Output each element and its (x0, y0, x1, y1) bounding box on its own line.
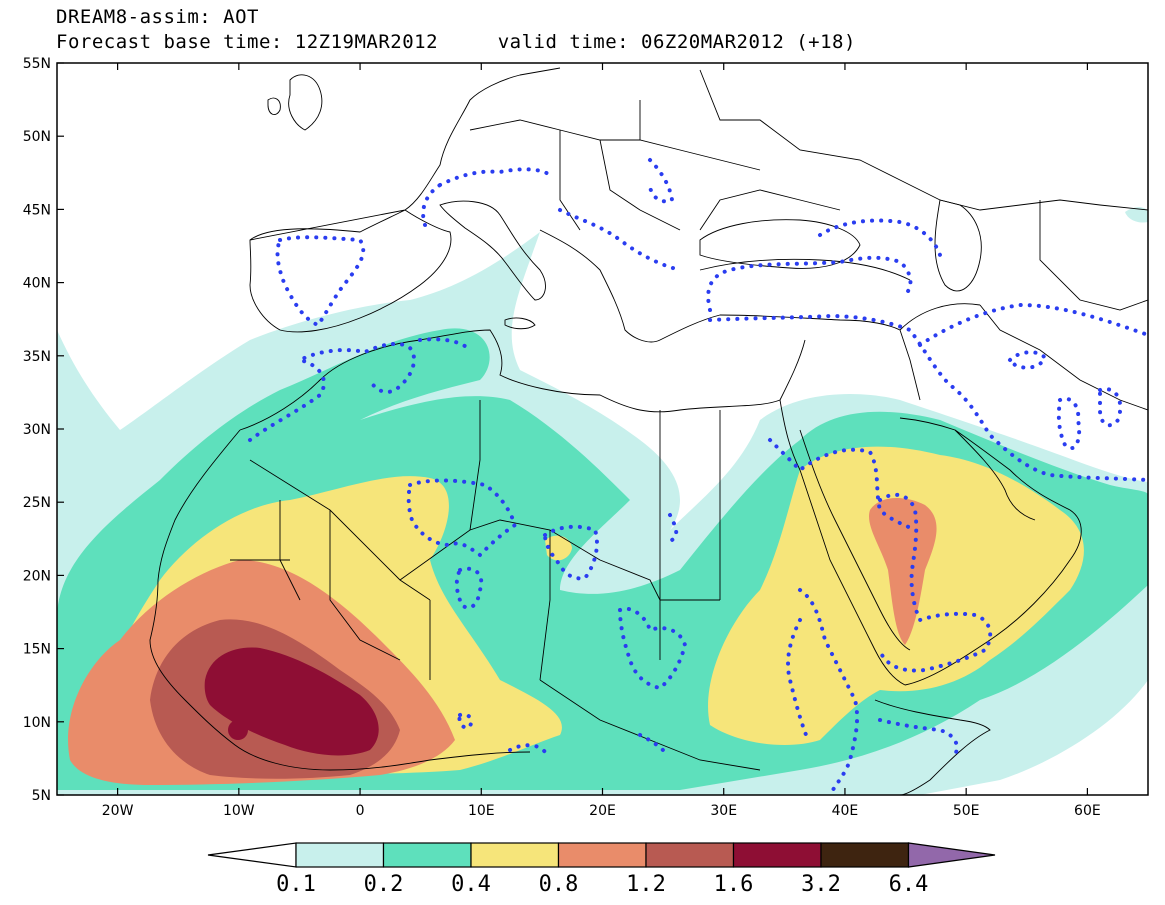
lon-label: 40E (832, 803, 859, 819)
colorbar-swatch (734, 843, 822, 867)
lon-label: 50E (953, 803, 980, 819)
lat-label: 55N (23, 56, 51, 72)
lon-label: 60E (1074, 803, 1101, 819)
lon-label: 30E (710, 803, 737, 819)
lon-label: 10E (468, 803, 495, 819)
colorbar-swatch (559, 843, 647, 867)
lat-label: 35N (23, 349, 51, 365)
colorbar-swatch (296, 843, 384, 867)
colorbar-level-label: 1.2 (626, 872, 666, 897)
aot-band-1.6-spot (228, 720, 248, 740)
colorbar-swatch (646, 843, 734, 867)
colorbar-upper-arrow (909, 843, 996, 867)
lon-label: 20E (589, 803, 616, 819)
colorbar-level-label: 0.2 (364, 872, 404, 897)
lat-label: 45N (23, 202, 51, 218)
lon-label: 0 (356, 803, 365, 819)
colorbar-level-label: 0.4 (451, 872, 491, 897)
lon-label: 10W (223, 803, 255, 819)
colorbar-swatch (384, 843, 472, 867)
colorbar-level-label: 1.6 (714, 872, 754, 897)
lon-label: 20W (102, 803, 134, 819)
colorbar-swatch (471, 843, 559, 867)
lat-label: 5N (32, 788, 51, 804)
aot-field (57, 207, 1148, 795)
colorbar-swatch (821, 843, 909, 867)
colorbar-level-label: 6.4 (889, 872, 929, 897)
colorbar-level-label: 0.1 (276, 872, 316, 897)
colorbar-level-label: 0.8 (539, 872, 579, 897)
colorbar-lower-arrow (208, 843, 296, 867)
lat-label: 30N (23, 422, 51, 438)
colorbar: 0.1 0.2 0.4 0.8 1.2 1.6 3.2 6.4 (208, 843, 995, 897)
lat-label: 40N (23, 276, 51, 292)
lat-label: 15N (23, 642, 51, 658)
lat-label: 10N (23, 715, 51, 731)
lat-label: 20N (23, 568, 51, 584)
lat-label: 50N (23, 129, 51, 145)
colorbar-level-label: 3.2 (801, 872, 841, 897)
lat-label: 25N (23, 495, 51, 511)
